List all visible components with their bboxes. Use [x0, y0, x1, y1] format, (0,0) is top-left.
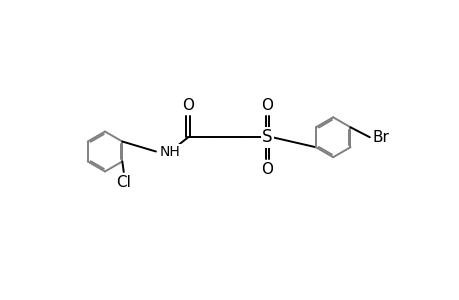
Text: NH: NH — [159, 145, 180, 158]
Text: Cl: Cl — [116, 175, 131, 190]
Text: O: O — [261, 162, 273, 177]
Text: O: O — [182, 98, 194, 112]
Text: Br: Br — [371, 130, 388, 145]
Text: S: S — [262, 128, 272, 146]
Text: O: O — [261, 98, 273, 112]
